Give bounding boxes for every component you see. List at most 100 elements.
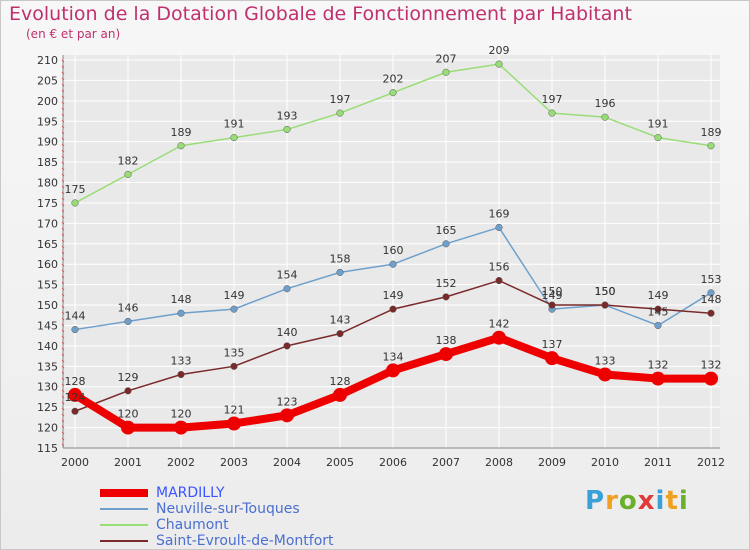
axis-dash xyxy=(61,191,65,195)
data-label: 132 xyxy=(701,359,722,372)
data-point xyxy=(121,420,135,435)
data-label: 148 xyxy=(701,293,722,306)
axis-dash xyxy=(61,71,65,75)
data-point xyxy=(283,285,291,293)
x-tick-label: 2005 xyxy=(326,456,354,469)
y-tick-label: 200 xyxy=(37,95,58,108)
x-tick-label: 2001 xyxy=(114,456,142,469)
data-point xyxy=(71,326,79,334)
data-label: 144 xyxy=(65,310,86,323)
axis-dash xyxy=(61,323,65,327)
data-point xyxy=(336,268,344,276)
data-point xyxy=(442,240,450,248)
axis-dash xyxy=(61,287,65,291)
axis-dash xyxy=(61,281,65,285)
data-label: 137 xyxy=(542,338,563,351)
data-point xyxy=(704,371,718,386)
data-label: 175 xyxy=(65,183,86,196)
axis-dash xyxy=(61,185,65,189)
y-tick-label: 190 xyxy=(37,136,58,149)
y-tick-label: 210 xyxy=(37,54,58,67)
axis-dash xyxy=(61,203,65,207)
axis-dash xyxy=(61,143,65,147)
x-tick-label: 2000 xyxy=(61,456,89,469)
data-label: 191 xyxy=(648,118,669,131)
legend-swatch xyxy=(100,524,148,526)
y-tick-label: 120 xyxy=(37,422,58,435)
data-point xyxy=(177,309,185,317)
proxiti-logo: Proxiti xyxy=(585,486,689,516)
data-point xyxy=(124,170,132,178)
axis-dash xyxy=(61,329,65,333)
data-point xyxy=(492,330,506,345)
data-point xyxy=(177,370,185,379)
data-point xyxy=(495,223,503,232)
data-label: 121 xyxy=(224,403,245,416)
legend-label: MARDILLY xyxy=(156,485,225,501)
data-label: 150 xyxy=(595,285,616,298)
data-label: 189 xyxy=(701,126,722,139)
axis-dash xyxy=(61,161,65,165)
data-point xyxy=(336,109,344,117)
legend-swatch xyxy=(100,508,148,510)
axis-dash xyxy=(61,305,65,309)
axis-dash xyxy=(61,317,65,321)
y-tick-label: 175 xyxy=(37,197,58,210)
data-label: 189 xyxy=(171,126,192,139)
plot-area xyxy=(63,55,720,448)
data-label: 124 xyxy=(65,391,86,404)
data-point xyxy=(707,289,715,297)
axis-dash xyxy=(61,215,65,219)
axis-dash xyxy=(61,149,65,153)
data-point xyxy=(601,113,609,121)
axis-dash xyxy=(61,371,65,375)
axis-dash xyxy=(61,377,65,381)
data-label: 120 xyxy=(171,408,192,421)
data-point xyxy=(336,330,344,338)
axis-dash xyxy=(61,155,65,159)
data-label: 149 xyxy=(542,289,563,302)
data-point xyxy=(654,305,662,313)
axis-dash xyxy=(61,245,65,249)
data-label: 128 xyxy=(330,375,351,388)
axis-dash xyxy=(61,89,65,93)
legend-swatch xyxy=(100,540,148,542)
data-label: 146 xyxy=(118,301,139,314)
data-point xyxy=(389,305,397,313)
data-label: 138 xyxy=(436,334,457,347)
data-label: 209 xyxy=(489,44,510,57)
y-tick-label: 145 xyxy=(37,319,58,332)
axis-dash xyxy=(61,77,65,81)
data-label: 133 xyxy=(595,354,616,367)
data-point xyxy=(124,387,132,395)
axis-dash xyxy=(61,443,65,447)
axis-dash xyxy=(61,419,65,423)
data-point xyxy=(280,408,294,423)
axis-dash xyxy=(61,425,65,429)
x-tick-label: 2003 xyxy=(220,456,248,469)
y-tick-label: 180 xyxy=(37,177,58,190)
data-point xyxy=(598,367,612,382)
legend-label: Neuville-sur-Touques xyxy=(156,501,300,517)
x-tick-label: 2007 xyxy=(432,456,460,469)
data-point xyxy=(548,109,556,117)
data-label: 154 xyxy=(277,269,298,282)
data-label: 142 xyxy=(489,318,510,331)
axis-dash xyxy=(61,95,65,99)
data-label: 169 xyxy=(489,207,510,220)
y-tick-label: 150 xyxy=(37,299,58,312)
y-tick-label: 130 xyxy=(37,381,58,394)
axis-dash xyxy=(61,383,65,387)
data-point xyxy=(495,60,503,68)
axis-dash xyxy=(61,125,65,129)
data-label: 123 xyxy=(277,395,298,408)
data-label: 150 xyxy=(542,285,563,298)
axis-dash xyxy=(61,251,65,255)
legend-swatch xyxy=(100,489,148,497)
axis-dash xyxy=(61,113,65,117)
axis-dash xyxy=(61,119,65,123)
axis-dash xyxy=(61,401,65,405)
axis-dash xyxy=(61,257,65,261)
data-point xyxy=(601,301,609,309)
